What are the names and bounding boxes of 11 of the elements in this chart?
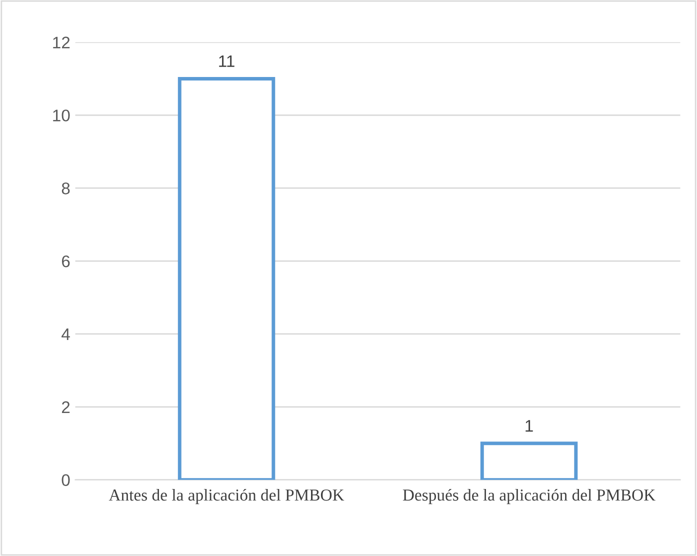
- data-label: 11: [219, 55, 234, 67]
- y-tick-label: 0: [62, 474, 70, 486]
- y-tick-label: 6: [62, 255, 70, 268]
- y-tick-label: 4: [62, 328, 70, 340]
- data-label: 1: [526, 420, 533, 432]
- x-tick-label: Después de la aplicación del PMBOK: [402, 488, 656, 504]
- y-tick-label: 8: [62, 182, 70, 194]
- x-tick-label: Antes de la aplicación del PMBOK: [108, 488, 344, 504]
- y-tick-label: 12: [53, 36, 70, 48]
- y-tick-label: 2: [62, 401, 70, 413]
- y-tick-label: 10: [53, 110, 70, 122]
